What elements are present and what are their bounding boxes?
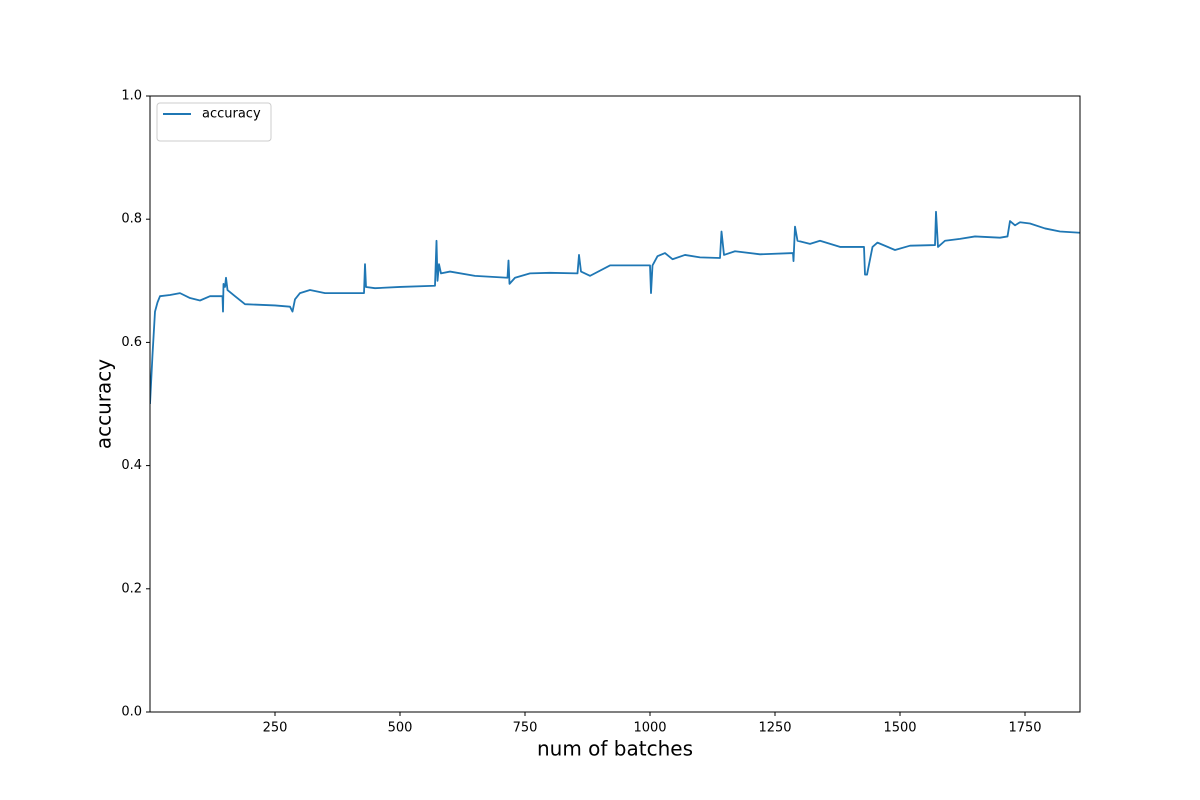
y-tick-label: 0.8 xyxy=(121,212,142,227)
y-tick-label: 0.2 xyxy=(121,581,142,596)
y-tick-label: 0.0 xyxy=(121,705,142,720)
x-tick-label: 250 xyxy=(263,721,288,736)
x-tick-label: 750 xyxy=(513,721,538,736)
y-tick-label: 0.4 xyxy=(121,458,142,473)
y-tick-label: 0.6 xyxy=(121,335,142,350)
y-tick-label: 1.0 xyxy=(121,89,142,104)
x-axis-label: num of batches xyxy=(537,737,693,761)
y-axis-label: accuracy xyxy=(92,359,116,449)
legend-label: accuracy xyxy=(202,107,261,122)
data-line xyxy=(150,210,1080,405)
legend-box xyxy=(156,102,272,142)
x-tick-label: 1750 xyxy=(1008,721,1041,736)
x-tick-label: 1000 xyxy=(633,721,666,736)
x-tick-label: 1500 xyxy=(883,721,916,736)
x-tick-label: 500 xyxy=(388,721,413,736)
x-tick-label: 1250 xyxy=(758,721,791,736)
plot-frame xyxy=(149,95,1081,713)
